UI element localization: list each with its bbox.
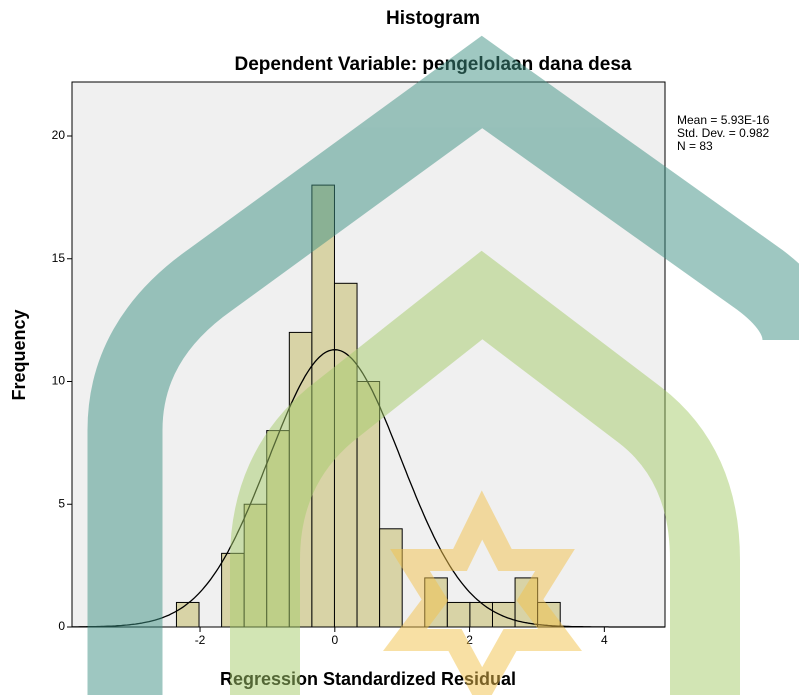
- bar: [538, 602, 561, 627]
- bar: [176, 602, 199, 627]
- bar: [380, 529, 403, 627]
- bar: [357, 382, 380, 627]
- chart-title: Histogram: [386, 8, 480, 29]
- y-tick-label: 15: [52, 251, 66, 265]
- x-tick-label: 2: [466, 633, 473, 647]
- bar: [222, 553, 245, 627]
- bar: [334, 283, 357, 627]
- stat-label: Std. Dev. = 0.982: [677, 126, 769, 140]
- bar: [244, 504, 267, 627]
- x-axis-label: Regression Standardized Residual: [220, 669, 516, 689]
- chart: Histogram Dependent Variable: pengelolaa…: [0, 0, 799, 695]
- y-axis-label: Frequency: [9, 309, 29, 400]
- y-tick-label: 10: [52, 374, 66, 388]
- stat-label: N = 83: [677, 139, 713, 153]
- y-tick-label: 0: [58, 619, 65, 633]
- bar: [470, 602, 493, 627]
- bar: [425, 578, 448, 627]
- y-tick-label: 20: [52, 128, 66, 142]
- y-tick-label: 5: [58, 496, 65, 510]
- bar: [267, 431, 290, 627]
- bar: [515, 578, 538, 627]
- bar: [289, 332, 312, 627]
- x-tick-label: -2: [195, 633, 206, 647]
- bar: [447, 602, 470, 627]
- x-tick-label: 4: [601, 633, 608, 647]
- x-tick-label: 0: [331, 633, 338, 647]
- bar: [492, 602, 515, 627]
- stat-label: Mean = 5.93E-16: [677, 113, 770, 127]
- chart-subtitle: Dependent Variable: pengelolaan dana des…: [234, 54, 631, 75]
- bar: [312, 185, 335, 627]
